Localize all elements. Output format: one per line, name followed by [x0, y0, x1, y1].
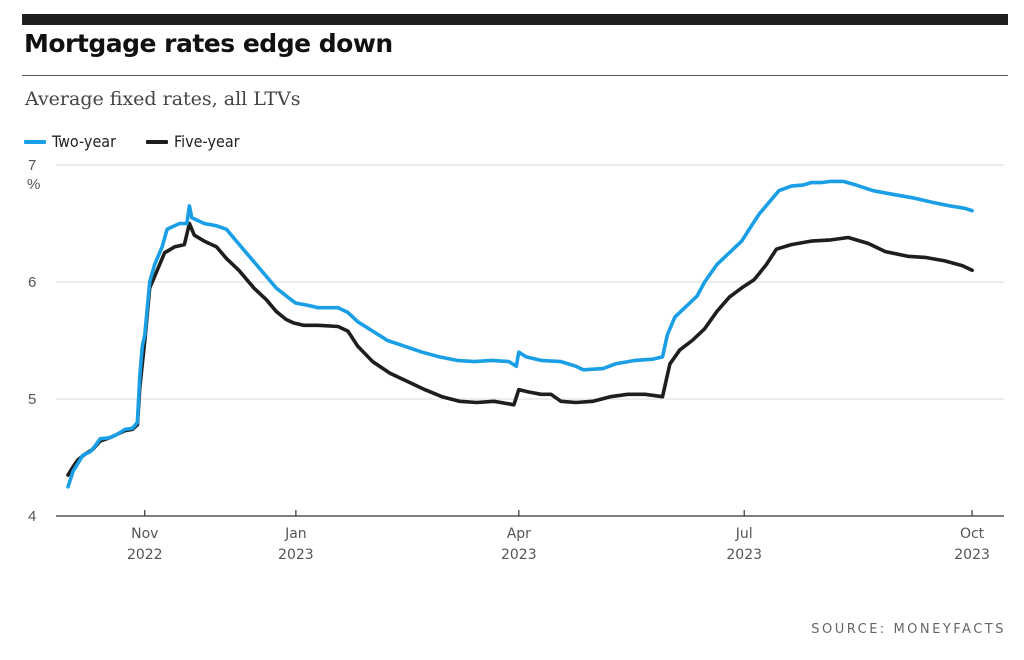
axis-layer: 4 5 6 7% Nov 2022 Jan 2023 Apr 2023 Jul 2023 Oct 2023	[27, 157, 1004, 563]
legend-label-two-year: Two-year	[52, 132, 117, 151]
top-accent-bar	[22, 14, 1008, 25]
x-tick-year-label: 2023	[278, 547, 314, 563]
x-tick-year-label: 2023	[726, 547, 762, 563]
x-tick-year-label: 2023	[954, 547, 990, 563]
chart-subtitle: Average fixed rates, all LTVs	[25, 88, 301, 110]
x-tick-year-label: 2023	[501, 547, 537, 563]
x-tick-month-label: Jan	[284, 526, 307, 542]
series-layer	[66, 179, 974, 489]
legend-item-five-year: Five-year	[146, 132, 240, 151]
x-tick-year-label: 2022	[127, 547, 163, 563]
legend: Two-year Five-year	[24, 132, 270, 151]
series-line-five-year	[66, 221, 974, 477]
y-tick-label: 4	[28, 508, 36, 525]
y-tick-label: 6	[28, 274, 36, 291]
legend-swatch-five-year	[146, 139, 169, 144]
x-tick-month-label: Jul	[735, 526, 753, 542]
y-tick-label: 7	[28, 157, 36, 174]
x-tick-month-label: Oct	[960, 526, 985, 542]
y-unit-label: %	[27, 176, 40, 193]
legend-label-five-year: Five-year	[174, 132, 240, 151]
grid-layer	[56, 164, 1004, 400]
x-tick-month-label: Apr	[507, 526, 531, 542]
source-note: SOURCE: MONEYFACTS	[811, 622, 1006, 637]
x-tick-month-label: Nov	[131, 526, 158, 542]
legend-item-two-year: Two-year	[24, 132, 116, 151]
y-tick-label: 5	[28, 391, 36, 408]
title-divider	[22, 75, 1008, 76]
series-line-two-year	[66, 179, 974, 489]
legend-swatch-two-year	[24, 139, 46, 144]
chart-title: Mortgage rates edge down	[24, 29, 393, 58]
